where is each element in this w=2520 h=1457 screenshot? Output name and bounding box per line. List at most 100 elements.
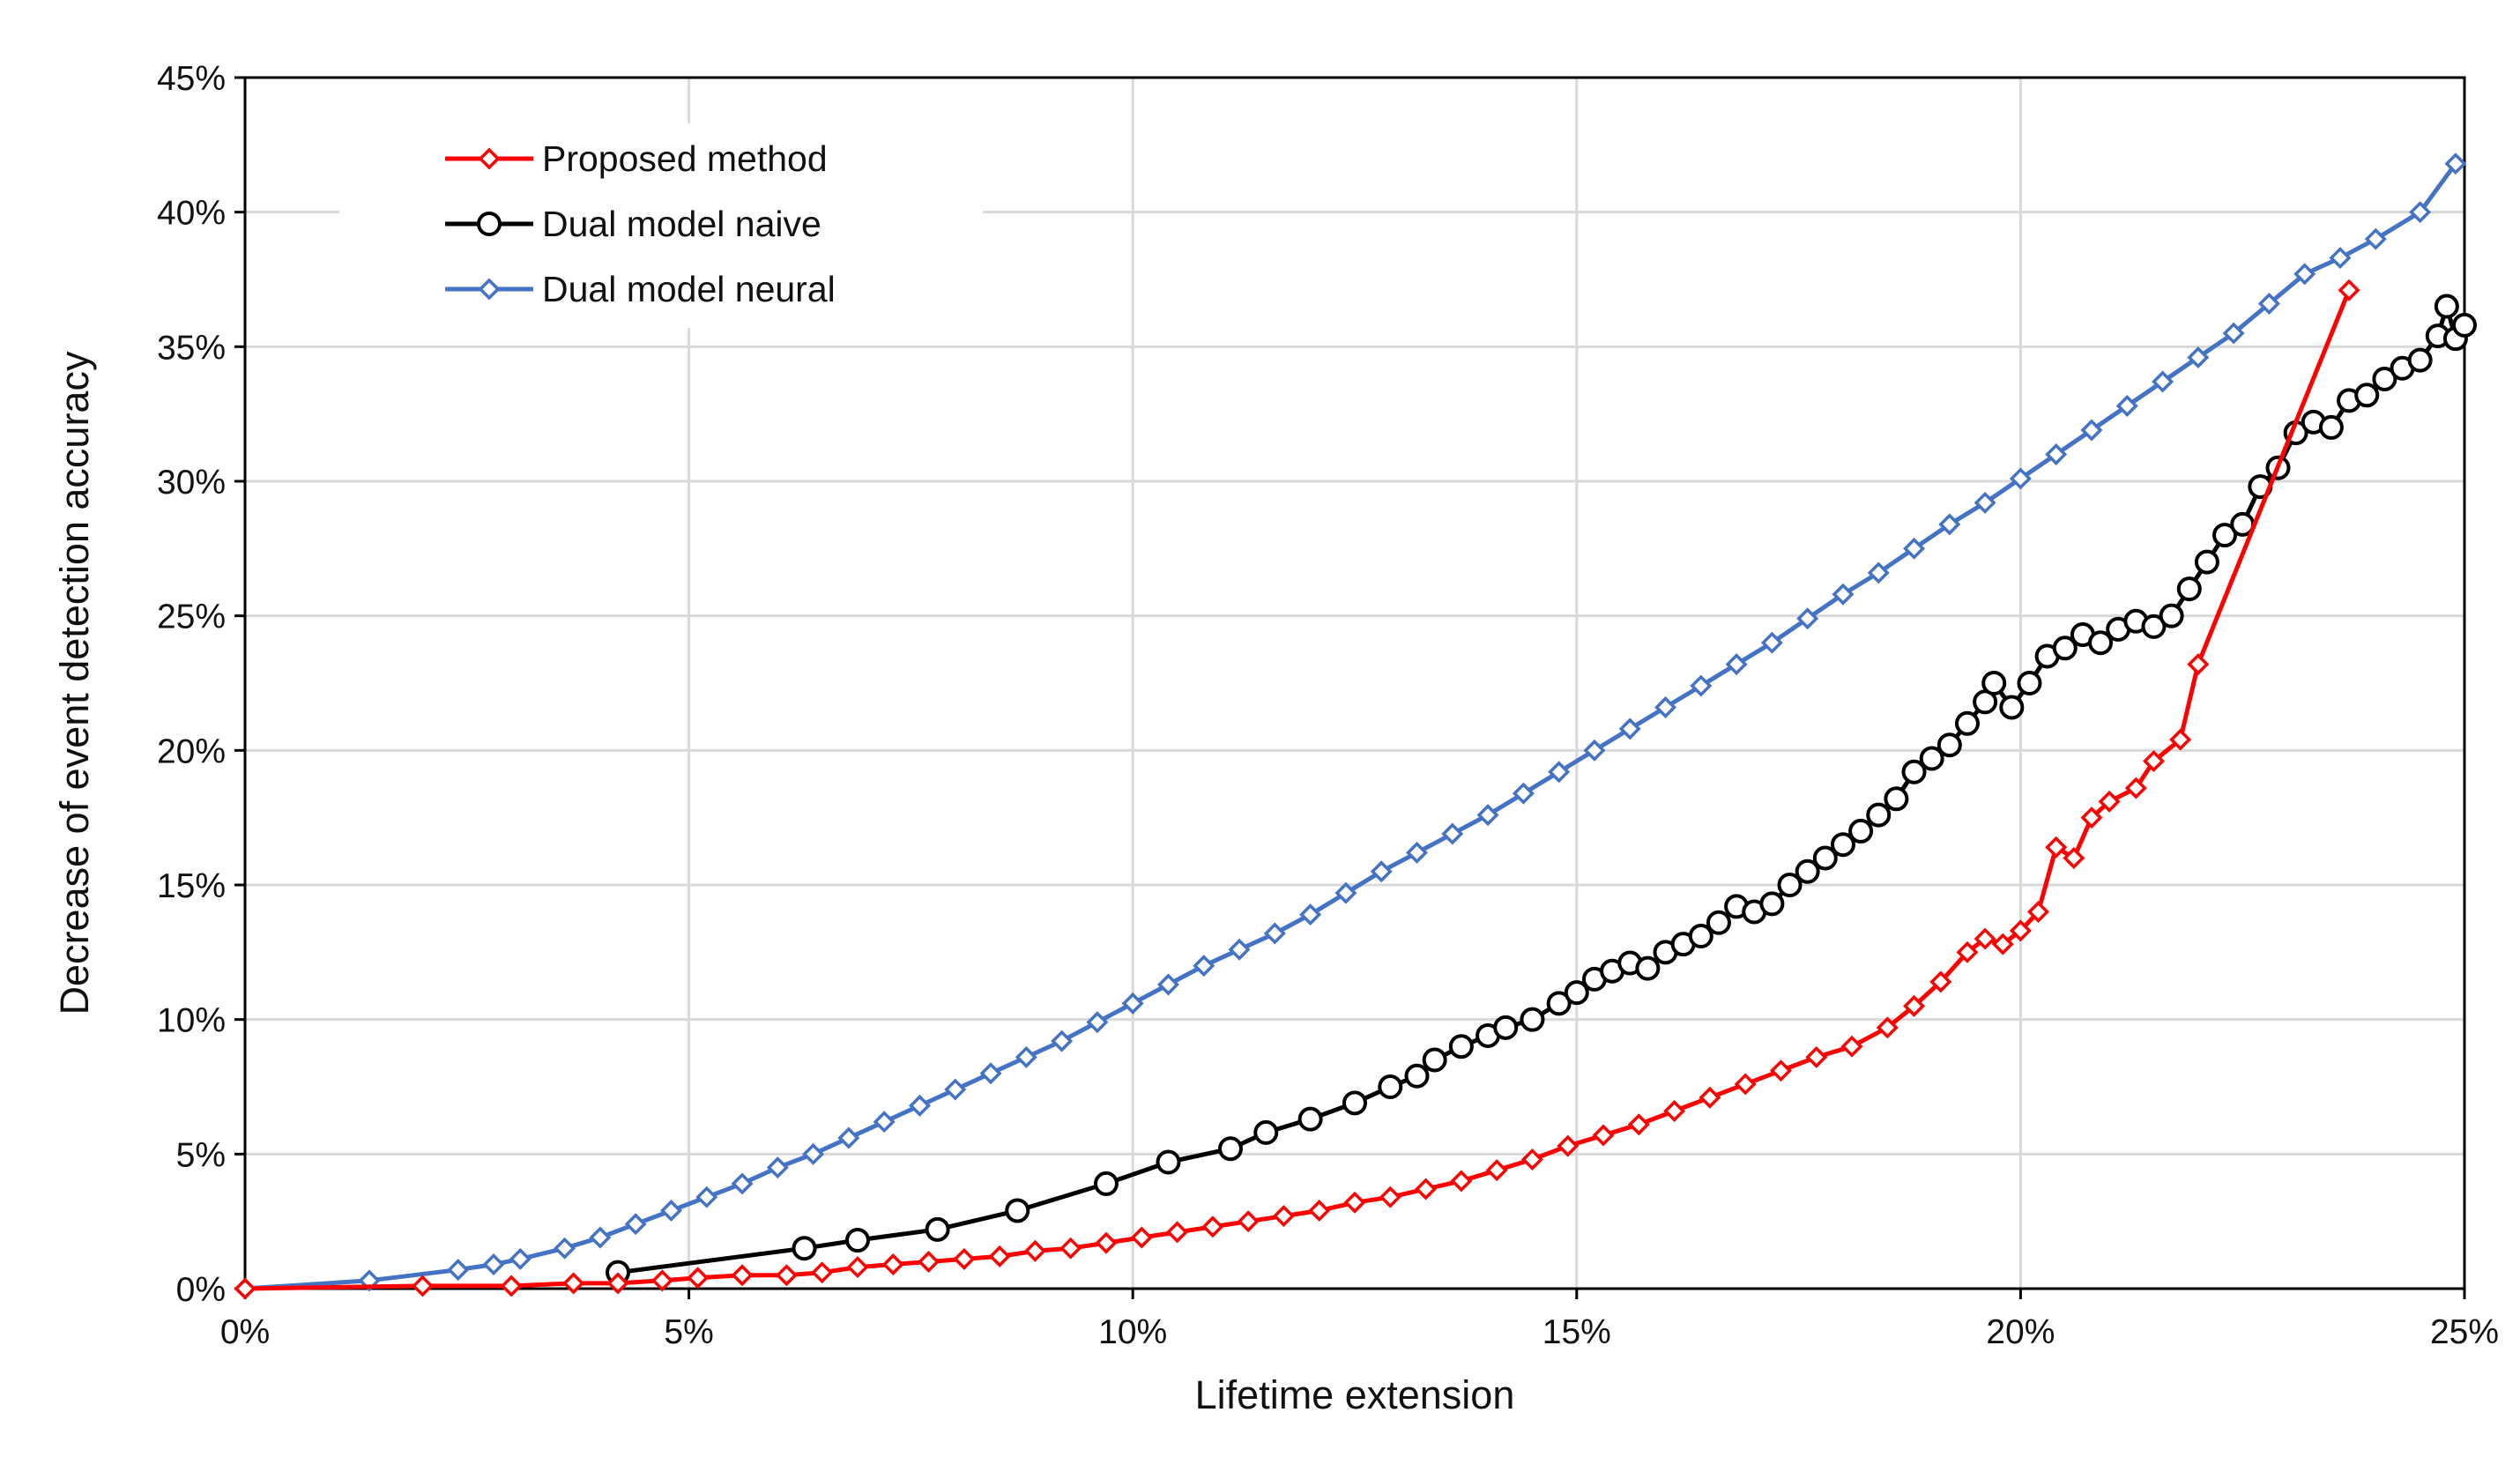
- data-point-proposed-method: [918, 1250, 940, 1273]
- data-point-dual-model-naive: [2407, 347, 2433, 373]
- data-point-dual-model-neural: [1370, 860, 1393, 883]
- data-point-proposed-method: [1557, 1134, 1580, 1157]
- data-point-proposed-method: [2045, 836, 2068, 859]
- data-point-dual-model-neural: [908, 1094, 931, 1117]
- data-point-proposed-method: [1805, 1045, 1828, 1068]
- data-point-dual-model-neural: [447, 1259, 470, 1282]
- data-point-dual-model-neural: [1193, 955, 1215, 978]
- data-point-proposed-method: [1272, 1205, 1295, 1228]
- data-point-proposed-method: [1343, 1191, 1366, 1214]
- x-tick-label: 15%: [1542, 1313, 1611, 1351]
- data-point-proposed-method: [1450, 1170, 1473, 1193]
- data-point-dual-model-neural: [1051, 1030, 1074, 1052]
- data-point-dual-model-naive: [1635, 955, 1661, 981]
- data-point-dual-model-naive: [1999, 695, 2025, 720]
- data-point-dual-model-naive: [1342, 1090, 1367, 1116]
- data-point-dual-model-neural: [2187, 346, 2210, 369]
- data-point-dual-model-neural: [2045, 442, 2068, 465]
- data-point-dual-model-neural: [1903, 537, 1926, 560]
- data-point-dual-model-neural: [2222, 322, 2245, 345]
- data-point-proposed-method: [1095, 1231, 1118, 1254]
- data-point-dual-model-neural: [1867, 561, 1890, 584]
- data-point-dual-model-neural: [624, 1213, 647, 1236]
- data-point-proposed-method: [687, 1267, 710, 1290]
- data-point-dual-model-neural: [1725, 653, 1748, 676]
- data-point-dual-model-naive: [2159, 603, 2184, 628]
- data-point-dual-model-neural: [802, 1142, 825, 1165]
- data-point-dual-model-naive: [2354, 383, 2380, 408]
- plot-frame: [243, 76, 2466, 1290]
- data-point-dual-model-neural: [589, 1226, 612, 1249]
- data-point-dual-model-naive: [1297, 1106, 1323, 1132]
- data-point-proposed-method: [1592, 1124, 1615, 1147]
- data-point-proposed-method: [500, 1275, 523, 1297]
- data-point-proposed-method: [1166, 1221, 1189, 1244]
- data-point-proposed-method: [811, 1261, 834, 1284]
- data-point-proposed-method: [846, 1256, 869, 1279]
- data-point-dual-model-naive: [1688, 924, 1713, 949]
- data-point-dual-model-naive: [1759, 891, 1785, 917]
- data-point-dual-model-naive: [1884, 786, 1909, 812]
- gridlines: [245, 78, 2464, 1289]
- data-point-dual-model-naive: [2372, 366, 2397, 391]
- data-point-dual-model-naive: [2434, 294, 2459, 319]
- data-point-dual-model-naive: [1156, 1149, 1181, 1175]
- data-point-dual-model-neural: [2152, 370, 2174, 393]
- legend-entry-proposed-method: Proposed method: [445, 138, 828, 179]
- data-point-proposed-method: [953, 1247, 976, 1270]
- x-tick-label: 10%: [1098, 1313, 1167, 1351]
- data-point-proposed-method: [1769, 1059, 1792, 1082]
- data-point-proposed-method: [881, 1253, 904, 1275]
- data-point-dual-model-naive: [925, 1216, 950, 1242]
- data-point-dual-model-naive: [2194, 549, 2219, 575]
- data-point-proposed-method: [1379, 1186, 1401, 1208]
- data-point-dual-model-naive: [844, 1228, 870, 1253]
- data-point-dual-model-naive: [2017, 671, 2042, 695]
- data-point-dual-model-neural: [2009, 467, 2032, 490]
- data-point-proposed-method: [2063, 846, 2085, 869]
- data-point-dual-model-naive: [1936, 732, 1962, 758]
- data-point-proposed-method: [1415, 1178, 1438, 1201]
- data-point-dual-model-naive: [1981, 671, 2007, 695]
- data-point-dual-model-naive: [2318, 414, 2344, 440]
- data-point-proposed-method: [1734, 1073, 1757, 1096]
- data-point-dual-model-neural: [659, 1199, 682, 1222]
- data-point-dual-model-naive: [1866, 802, 1892, 828]
- data-point-dual-model-naive: [1520, 1007, 1545, 1032]
- data-point-dual-model-neural: [1441, 822, 1464, 845]
- data-point-dual-model-neural: [1406, 841, 1428, 864]
- data-point-proposed-method: [2169, 728, 2192, 751]
- data-point-dual-model-neural: [2364, 227, 2387, 250]
- y-tick-label: 45%: [157, 60, 226, 98]
- data-point-dual-model-naive: [1954, 710, 1980, 736]
- axes: 0% 5% 10% 15% 20% 25% 0% 5% 10% 15% 20% 25% 30% 35% 40…: [157, 60, 2499, 1351]
- data-point-proposed-method: [2124, 777, 2147, 799]
- data-point-proposed-method: [1627, 1113, 1650, 1136]
- data-point-dual-model-naive: [1901, 759, 1927, 784]
- data-point-proposed-method: [1485, 1159, 1508, 1182]
- data-point-dual-model-naive: [2212, 523, 2238, 548]
- data-point-proposed-method: [1201, 1215, 1224, 1238]
- data-point-dual-model-naive: [1253, 1119, 1279, 1145]
- data-point-dual-model-naive: [1448, 1034, 1474, 1059]
- data-point-proposed-method: [1023, 1239, 1046, 1262]
- legend: Proposed method Dual model naive Dual mode…: [445, 138, 836, 309]
- data-point-proposed-method: [2187, 653, 2210, 676]
- data-point-dual-model-naive: [1706, 910, 1731, 935]
- data-point-dual-model-naive: [1493, 1015, 1519, 1040]
- data-point-proposed-method: [1130, 1226, 1153, 1249]
- data-point-proposed-method: [1876, 1016, 1899, 1039]
- legend-marker-dual-model-neural: [478, 278, 501, 301]
- data-point-dual-model-neural: [2409, 201, 2432, 224]
- data-point-dual-model-neural: [766, 1156, 789, 1179]
- series-lines: [234, 152, 2477, 1300]
- data-point-dual-model-neural: [1832, 583, 1855, 606]
- data-point-dual-model-neural: [1157, 973, 1179, 996]
- data-point-dual-model-naive: [1422, 1047, 1447, 1073]
- data-point-dual-model-neural: [2115, 395, 2138, 417]
- data-point-dual-model-naive: [1812, 845, 1838, 871]
- data-point-dual-model-neural: [1263, 922, 1286, 945]
- data-point-dual-model-neural: [1796, 607, 1819, 630]
- data-point-dual-model-naive: [1919, 746, 1944, 771]
- y-tick-label: 5%: [176, 1136, 226, 1174]
